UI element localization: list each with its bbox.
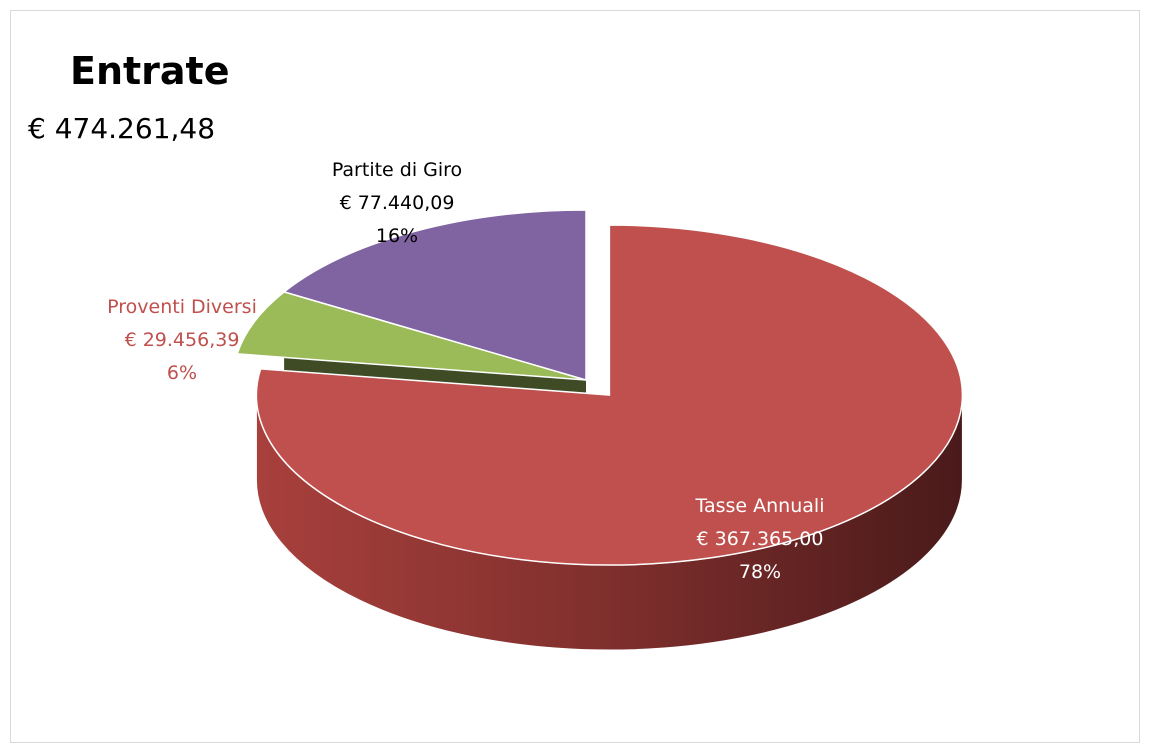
slice-label-name-partite-di-giro: Partite di Giro bbox=[332, 159, 462, 181]
slice-label-value-proventi-diversi: € 29.456,39 bbox=[125, 329, 240, 351]
chart-total: € 474.261,48 bbox=[28, 112, 216, 145]
slice-label-percent-partite-di-giro: 16% bbox=[376, 225, 418, 247]
pie-slice-proventi-diversi bbox=[236, 291, 587, 381]
slice-label-percent-proventi-diversi: 6% bbox=[167, 362, 197, 384]
slice-label-name-tasse-annuali: Tasse Annuali bbox=[695, 495, 825, 517]
slice-label-value-partite-di-giro: € 77.440,09 bbox=[340, 192, 455, 214]
pie-top-layer bbox=[236, 209, 964, 566]
slice-label-value-tasse-annuali: € 367.365,00 bbox=[697, 528, 824, 550]
slice-label-name-proventi-diversi: Proventi Diversi bbox=[107, 296, 257, 318]
pie-slice-tasse-annuali bbox=[255, 224, 964, 566]
pie-label-layer: Tasse Annuali € 367.365,00 78% Proventi Div… bbox=[107, 159, 824, 583]
chart-title: Entrate bbox=[70, 49, 230, 93]
slice-label-percent-tasse-annuali: 78% bbox=[739, 561, 781, 583]
pie-slice-partite-di-giro bbox=[282, 209, 587, 382]
